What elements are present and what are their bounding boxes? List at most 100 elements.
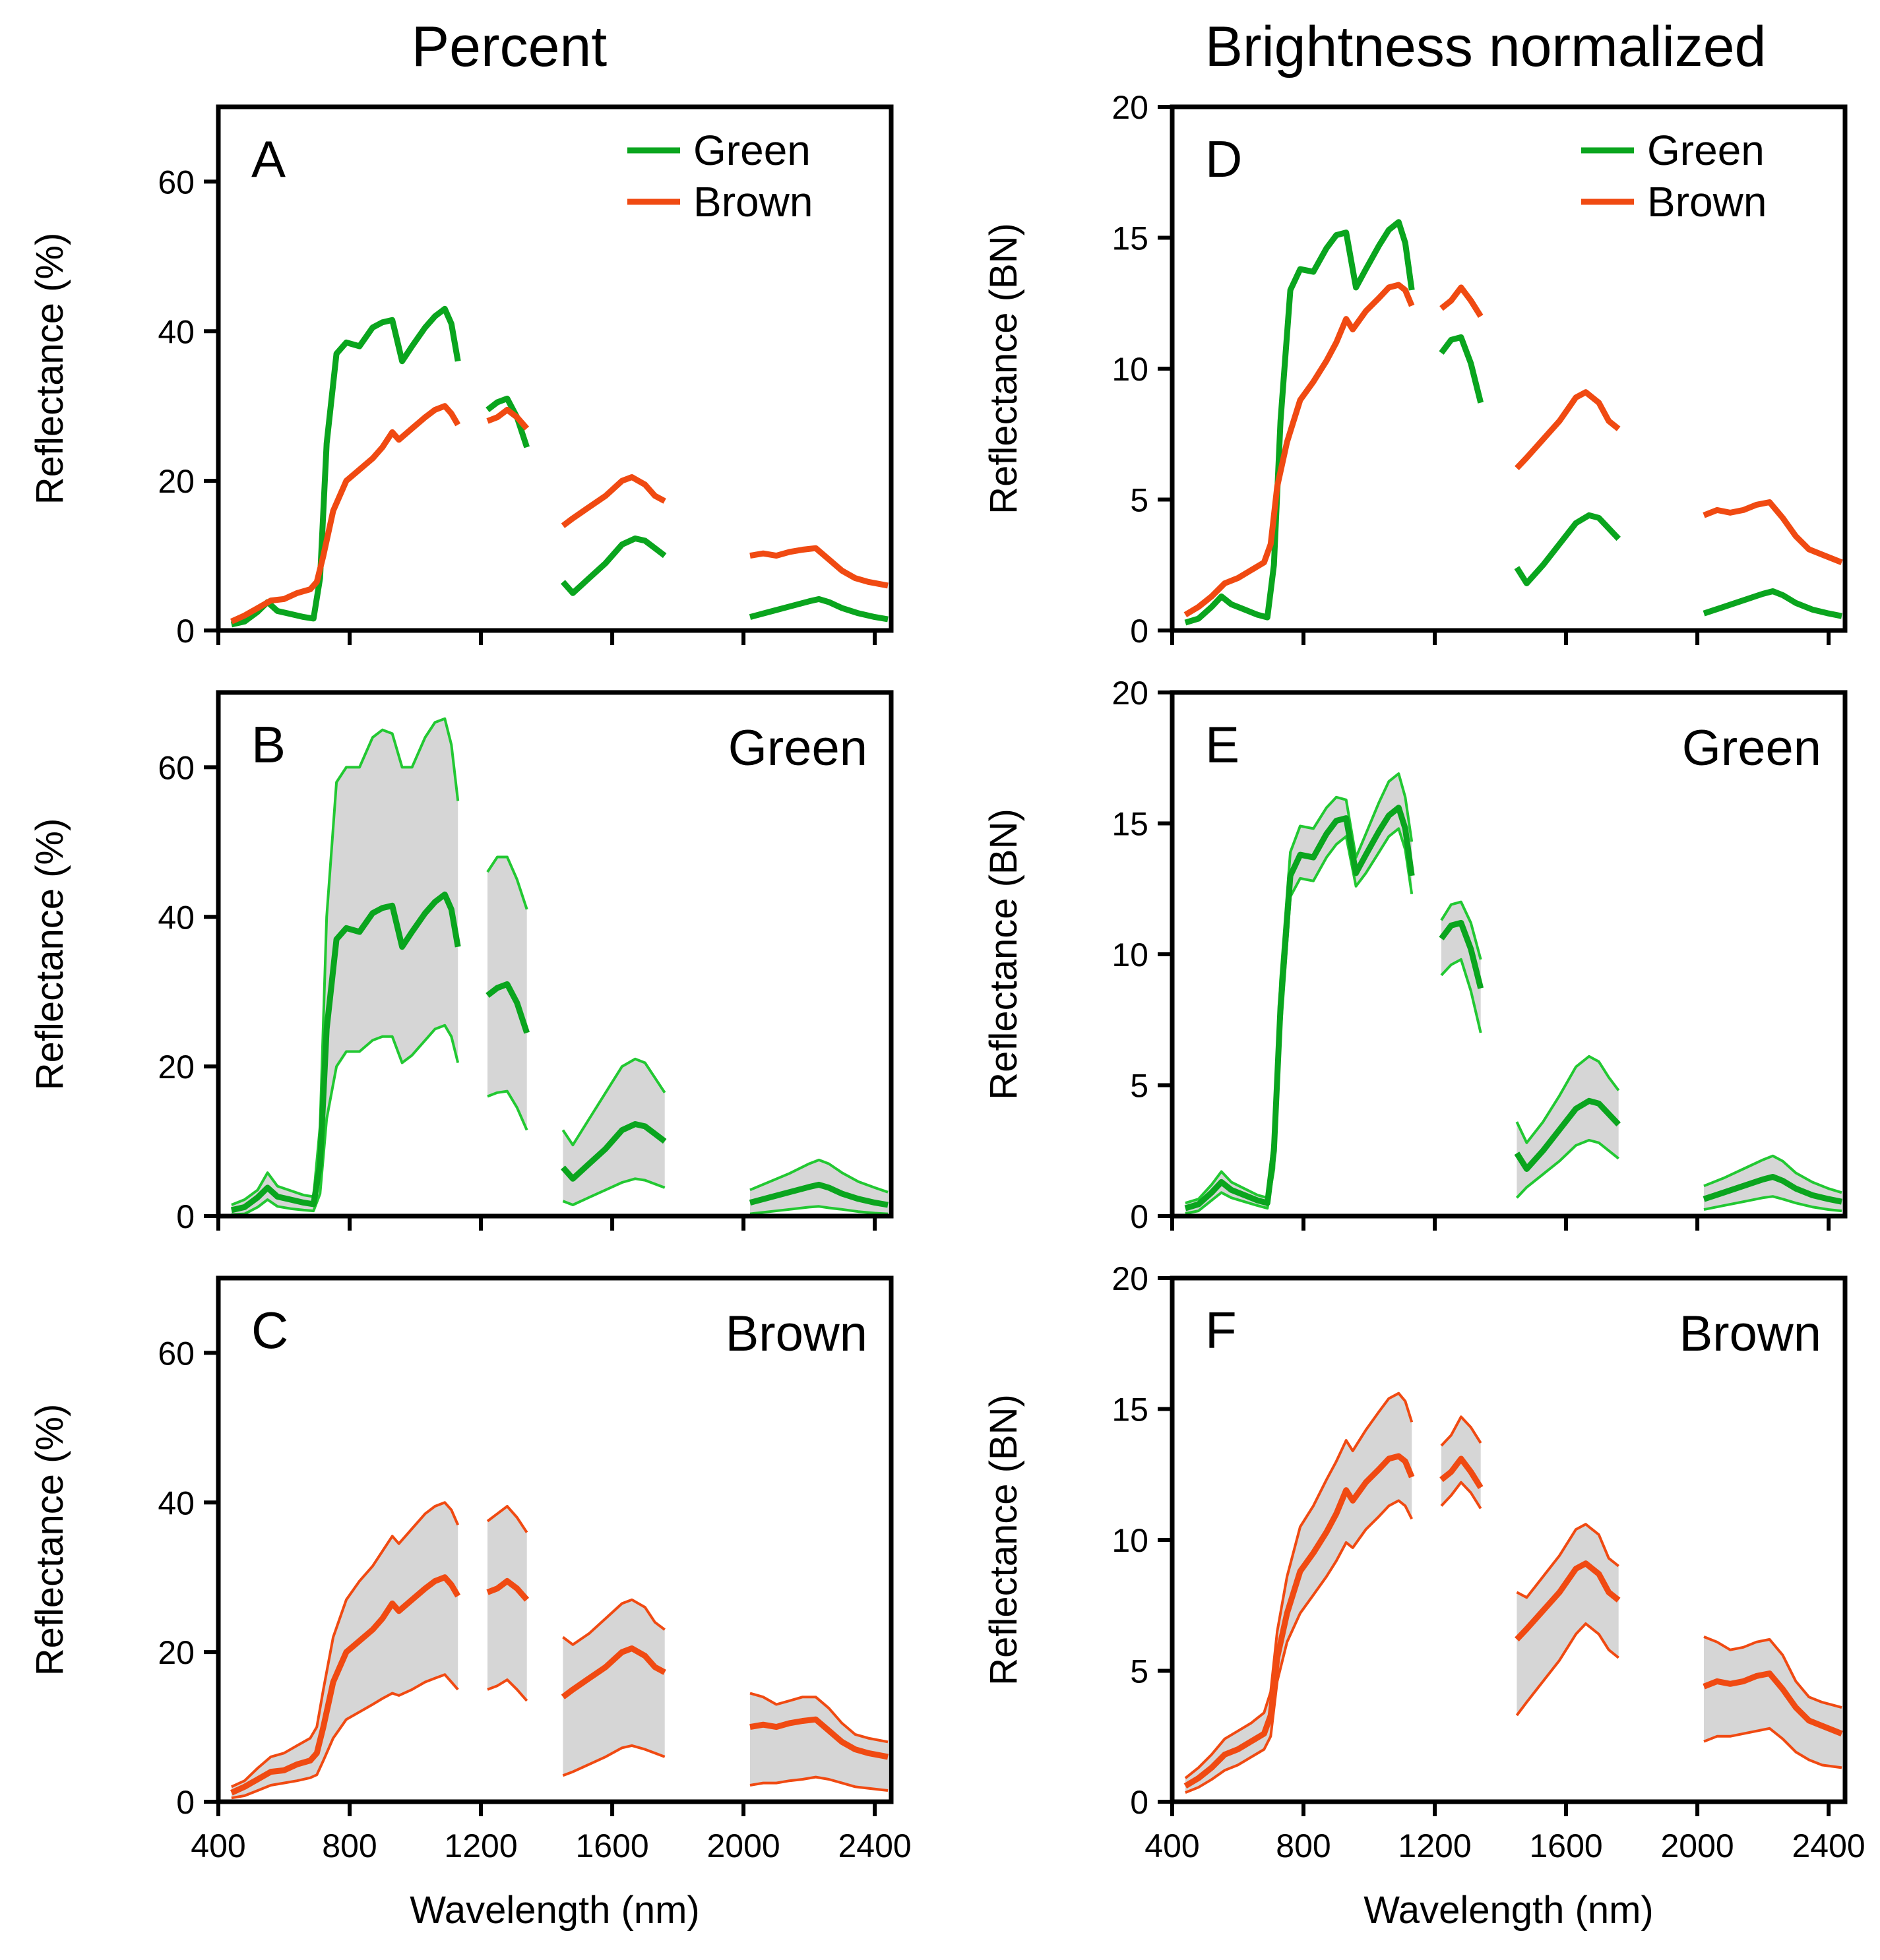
- y-tick-label: 20: [1112, 89, 1148, 126]
- y-tick-label: 5: [1130, 1068, 1148, 1105]
- lower-bound-line: [231, 1673, 459, 1800]
- series-line-green: [1514, 512, 1621, 586]
- lower-bound-line: [1515, 1622, 1619, 1717]
- series-line-green: [486, 981, 530, 1034]
- upper-bound-line: [1185, 772, 1414, 1205]
- y-tick-label: 0: [1130, 613, 1148, 650]
- series-line-brown: [230, 1574, 461, 1796]
- range-band: [1704, 1155, 1842, 1211]
- panel-letter: D: [1205, 130, 1242, 188]
- y-tick-label: 20: [158, 1634, 195, 1671]
- panel-subtitle: Green: [728, 720, 867, 776]
- y-tick-label: 15: [1112, 806, 1148, 843]
- range-band: [487, 857, 527, 1130]
- y-tick-label: 60: [158, 164, 195, 200]
- series-line-green: [230, 305, 461, 628]
- plot-frame: [216, 1275, 894, 1804]
- x-tick-label: 2000: [706, 1827, 780, 1864]
- lower-bound-line: [1440, 1481, 1482, 1510]
- y-tick-label: 10: [1112, 1522, 1148, 1559]
- panel-c: 0 20 40 60 400 800 1200 1600 2000 2400 Wavelength …: [28, 1275, 912, 1932]
- y-tick-label: 20: [1112, 675, 1148, 712]
- y-tick-label: 20: [158, 1049, 195, 1086]
- lower-bound-line: [1703, 1727, 1842, 1769]
- series-line-brown: [1439, 1455, 1484, 1489]
- upper-bound-line: [1440, 900, 1482, 960]
- series-line-green: [561, 1121, 667, 1182]
- y-axis-label: Reflectance (%): [28, 233, 71, 505]
- lower-bound-line: [1185, 827, 1414, 1215]
- lower-bound-line: [1440, 958, 1482, 1033]
- y-tick-label: 0: [176, 1784, 195, 1821]
- y-tick-label: 0: [1130, 1198, 1148, 1235]
- range-band: [1704, 1636, 1842, 1768]
- panel-e: 0 5 10 15 20 Reflectance (BN) E Green: [982, 675, 1848, 1235]
- series-line-green: [230, 891, 461, 1213]
- y-tick-label: 60: [158, 1335, 195, 1372]
- upper-bound-line: [749, 1158, 889, 1194]
- lower-bound-line: [487, 1678, 528, 1702]
- y-tick-label: 0: [176, 613, 195, 650]
- series-line-green: [1514, 1097, 1621, 1172]
- y-tick-label: 15: [1112, 1392, 1148, 1428]
- x-tick-label: 1600: [575, 1827, 648, 1864]
- panel-letter: A: [251, 130, 286, 188]
- panel-subtitle: Brown: [726, 1306, 867, 1362]
- upper-bound-line: [486, 855, 528, 910]
- plot-frame: [216, 690, 894, 1219]
- y-tick-label: 20: [1112, 1260, 1148, 1297]
- upper-bound-line: [562, 1598, 666, 1646]
- upper-bound-line: [1440, 1415, 1482, 1447]
- series-line-brown: [1439, 284, 1484, 318]
- series-line-green: [1184, 805, 1415, 1211]
- series-line-green: [1184, 219, 1415, 626]
- range-band: [1185, 1393, 1412, 1793]
- series-line-brown: [1183, 1453, 1415, 1789]
- legend-label-brown: Brown: [1647, 178, 1767, 226]
- plot-frame: [216, 104, 894, 633]
- panel-letter: F: [1205, 1301, 1237, 1359]
- x-tick-label: 2400: [1792, 1827, 1865, 1864]
- series-line-brown: [230, 403, 461, 625]
- upper-bound-line: [231, 1501, 460, 1789]
- range-band: [487, 1506, 527, 1701]
- y-tick-label: 5: [1130, 1653, 1148, 1690]
- range-band: [1441, 902, 1481, 1033]
- series-line-green: [561, 536, 667, 596]
- upper-bound-line: [486, 1505, 528, 1533]
- y-axis-label: Reflectance (BN): [982, 223, 1025, 514]
- series-line-brown: [749, 1716, 889, 1760]
- y-axis-label: Reflectance (BN): [982, 1394, 1025, 1686]
- right-column-title: Brightness normalized: [1205, 15, 1767, 78]
- y-axis-label: Reflectance (%): [28, 818, 71, 1091]
- lower-bound-line: [1185, 1499, 1413, 1794]
- range-band: [1185, 774, 1412, 1213]
- lower-bound-line: [562, 1744, 666, 1777]
- series-line-green: [1703, 1174, 1842, 1205]
- range-band: [1517, 1056, 1619, 1198]
- series-line-brown: [1703, 1670, 1843, 1736]
- upper-bound-line: [1703, 1154, 1842, 1194]
- y-tick-label: 0: [1130, 1784, 1148, 1821]
- x-tick-label: 400: [191, 1827, 245, 1864]
- panel-letter: B: [251, 716, 286, 774]
- panel-f: 0 5 10 15 20 400 800 1200 1600 2000 2400 Wavelength…: [982, 1260, 1865, 1932]
- panel-subtitle: Brown: [1679, 1306, 1821, 1362]
- panel-b: 0 20 40 60 Reflectance (%) B Green: [28, 690, 894, 1235]
- y-tick-label: 60: [158, 749, 195, 786]
- lower-bound-line: [487, 1089, 528, 1131]
- y-tick-label: 40: [158, 1485, 195, 1521]
- legend-label-green: Green: [693, 127, 811, 174]
- series-line-green: [1439, 919, 1484, 989]
- series-line-brown: [561, 1645, 666, 1700]
- legend-label-green: Green: [1647, 127, 1765, 174]
- y-tick-label: 0: [176, 1198, 195, 1235]
- x-tick-label: 2000: [1660, 1827, 1734, 1864]
- series-line-brown: [486, 1577, 530, 1602]
- series-line-green: [749, 1181, 889, 1208]
- y-tick-label: 40: [158, 899, 195, 936]
- x-tick-label: 400: [1144, 1827, 1199, 1864]
